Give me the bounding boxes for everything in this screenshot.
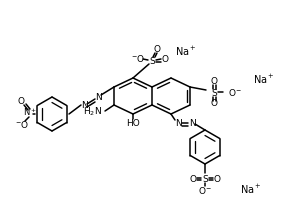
Text: S: S: [149, 57, 155, 65]
Text: $^{-}$O: $^{-}$O: [131, 53, 145, 65]
Text: N: N: [175, 120, 182, 129]
Text: O: O: [210, 78, 218, 87]
Text: Na$^+$: Na$^+$: [175, 44, 197, 58]
Text: N: N: [95, 94, 101, 102]
Text: O: O: [210, 99, 218, 108]
Text: O: O: [162, 55, 169, 64]
Text: O: O: [190, 175, 197, 184]
Text: Na$^+$: Na$^+$: [240, 182, 262, 196]
Text: O: O: [17, 97, 24, 106]
Text: Na$^+$: Na$^+$: [253, 72, 275, 86]
Text: O$^{-}$: O$^{-}$: [228, 87, 242, 97]
Text: H$_2$N: H$_2$N: [83, 106, 102, 118]
Text: S: S: [211, 88, 217, 97]
Text: HO: HO: [126, 118, 140, 127]
Text: $^{-}$O: $^{-}$O: [15, 120, 29, 131]
Text: O: O: [154, 44, 160, 53]
Text: N$^+$: N$^+$: [23, 106, 37, 118]
Text: N: N: [189, 120, 195, 129]
Text: O$^{-}$: O$^{-}$: [198, 184, 212, 196]
Text: N: N: [81, 101, 87, 110]
Text: S: S: [202, 175, 208, 184]
Text: O: O: [213, 175, 221, 184]
